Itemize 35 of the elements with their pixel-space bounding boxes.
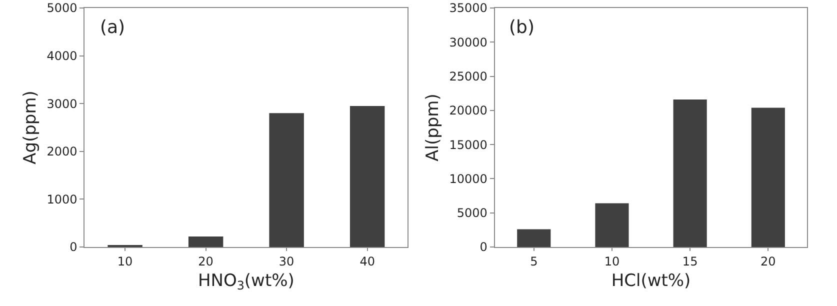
y-tick-label: 2000 — [46, 144, 78, 159]
bar — [350, 106, 385, 247]
bar — [188, 236, 224, 247]
annotation: (b) — [509, 17, 534, 38]
x-axis-title: HNO$_{3}$(wt%) — [198, 270, 294, 292]
x-tick-label: 30 — [278, 254, 294, 268]
y-tick-label: 5000 — [456, 206, 488, 220]
y-tick-label: 15000 — [449, 138, 488, 152]
annotation: (a) — [100, 17, 126, 38]
x-tick-label: 20 — [198, 254, 214, 268]
y-tick-label: 0 — [70, 240, 78, 254]
y-tick-label: 1000 — [46, 192, 78, 206]
y-tick-label: 35000 — [449, 1, 488, 16]
y-tick-label: 3000 — [46, 96, 78, 111]
x-tick-label: 40 — [360, 254, 375, 268]
bar — [517, 229, 551, 247]
x-tick-label: 15 — [682, 254, 698, 268]
y-tick-label: 20000 — [449, 104, 488, 118]
x-tick-label: 10 — [117, 254, 133, 268]
y-tick-label: 0 — [480, 240, 488, 254]
y-axis-title: Ag(ppm) — [20, 90, 40, 164]
y-tick-label: 5000 — [46, 1, 78, 16]
y-tick-label: 4000 — [46, 49, 78, 63]
x-tick-label: 5 — [530, 254, 538, 268]
bar — [673, 100, 707, 247]
bar — [595, 203, 629, 247]
x-tick-label: 20 — [760, 254, 776, 268]
y-tick-label: 25000 — [449, 69, 488, 84]
bar — [751, 108, 785, 247]
bar — [269, 113, 304, 247]
y-tick-label: 10000 — [449, 172, 488, 186]
y-tick-label: 30000 — [449, 35, 488, 50]
x-axis-title: HCl(wt%) — [611, 270, 691, 291]
x-tick-label: 10 — [604, 254, 620, 268]
y-axis-title: Al(ppm) — [422, 94, 443, 162]
